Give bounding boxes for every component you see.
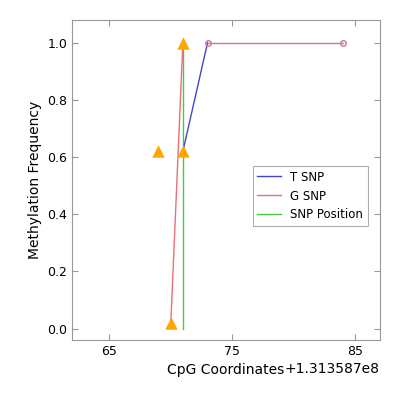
- Legend: T SNP, G SNP, SNP Position: T SNP, G SNP, SNP Position: [252, 166, 368, 226]
- Point: [167, 320, 174, 326]
- Point: [180, 40, 186, 46]
- Point: [155, 148, 162, 155]
- X-axis label: CpG Coordinates: CpG Coordinates: [167, 364, 285, 378]
- Point: [180, 148, 186, 155]
- Y-axis label: Methylation Frequency: Methylation Frequency: [28, 101, 42, 259]
